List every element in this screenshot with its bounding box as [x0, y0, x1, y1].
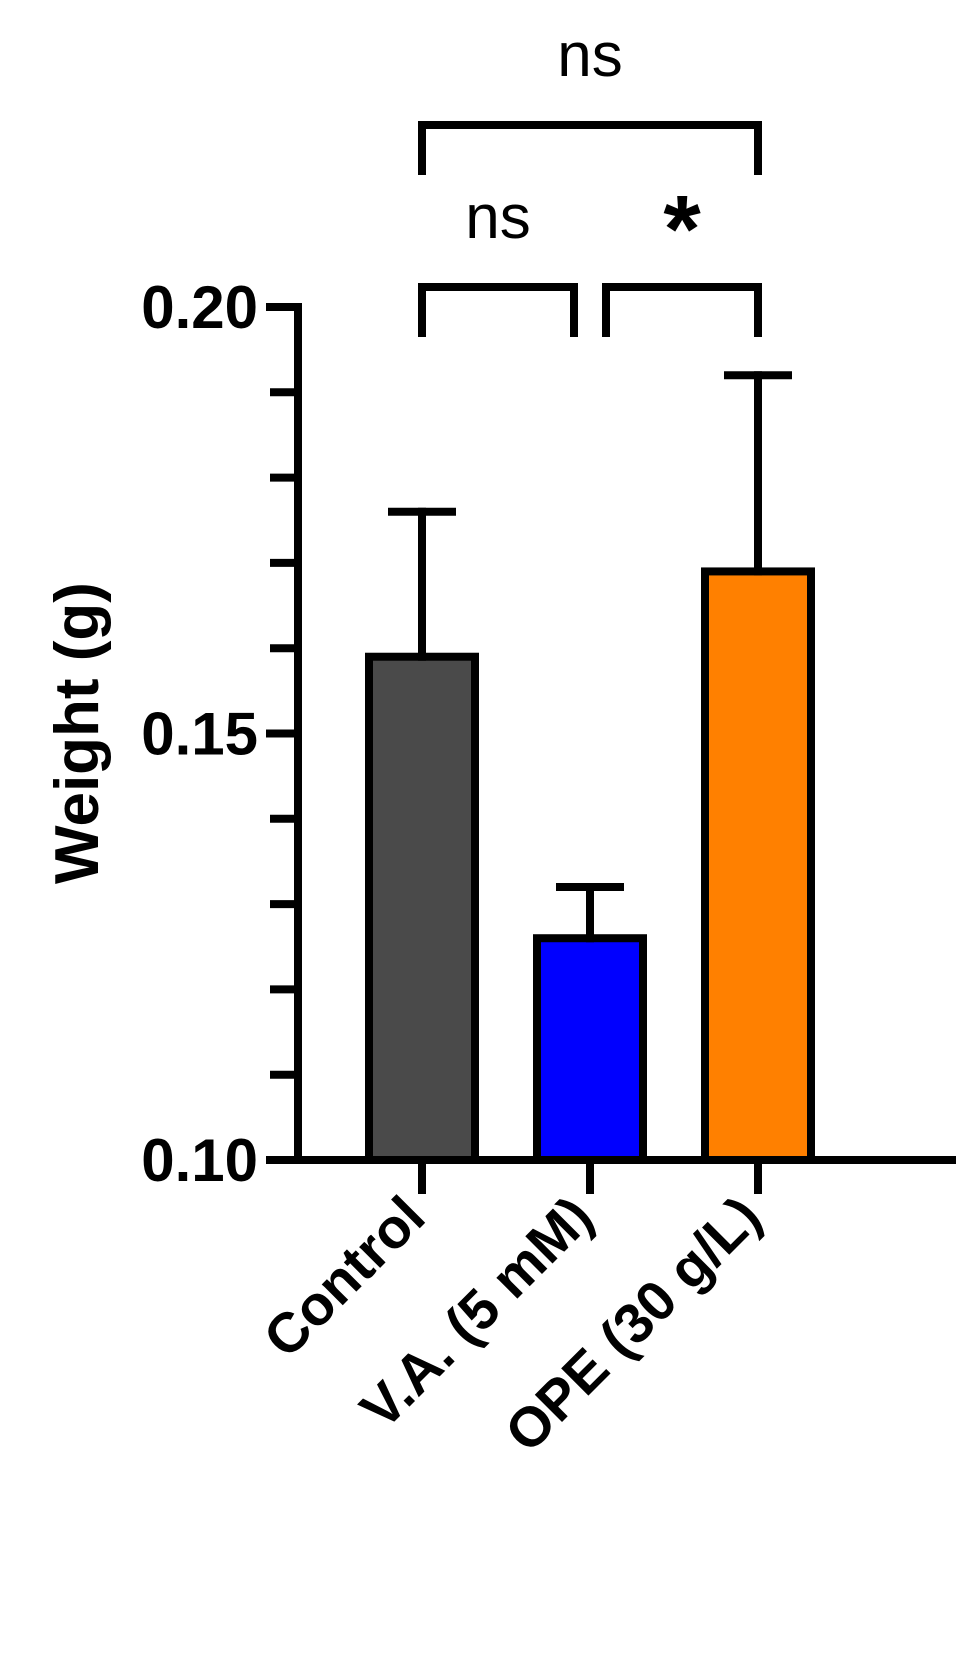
- y-tick-label: 0.15: [141, 701, 258, 768]
- error-bars: [388, 371, 792, 943]
- y-axis-label: Weight (g): [43, 582, 112, 884]
- significance-bracket-0: [418, 121, 762, 175]
- significance-label-1: ns: [465, 183, 530, 252]
- significance-brackets: ns ns *: [418, 21, 762, 337]
- bar-0: [365, 652, 479, 1164]
- significance-bracket-1: [418, 283, 578, 337]
- bar-2: [701, 567, 815, 1164]
- bar-1: [533, 934, 647, 1164]
- y-tick-label: 0.10: [141, 1127, 258, 1194]
- significance-label-0: ns: [557, 21, 622, 90]
- significance-label-2: *: [663, 176, 701, 283]
- bars: [365, 567, 815, 1164]
- significance-bracket-2: [602, 283, 762, 337]
- y-tick-label: 0.20: [141, 274, 258, 341]
